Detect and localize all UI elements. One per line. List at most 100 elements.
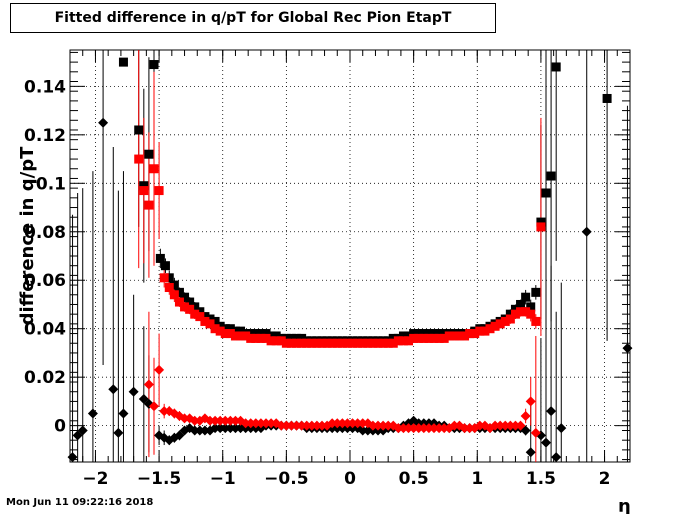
data-point-diamond bbox=[408, 423, 419, 434]
data-point-diamond bbox=[393, 423, 404, 434]
data-point-square bbox=[541, 188, 551, 198]
data-point-square bbox=[353, 338, 363, 348]
data-point-square bbox=[251, 329, 261, 339]
data-point-diamond bbox=[220, 415, 231, 426]
data-point-square bbox=[526, 302, 536, 312]
data-point-square bbox=[225, 324, 235, 334]
data-point-square bbox=[266, 331, 276, 341]
data-point-square bbox=[302, 338, 312, 348]
x-tick-label: 1 bbox=[471, 469, 483, 489]
data-point-square bbox=[144, 200, 154, 210]
y-tick-label: 0.1 bbox=[36, 174, 66, 194]
y-tick-label: 0.04 bbox=[24, 320, 66, 340]
data-point-square bbox=[383, 338, 393, 348]
data-point-diamond bbox=[337, 418, 348, 429]
x-tick-label: −2 bbox=[82, 469, 108, 489]
data-point-diamond bbox=[383, 420, 394, 431]
data-point-diamond bbox=[108, 384, 119, 395]
timestamp: Mon Jun 11 09:22:16 2018 bbox=[6, 497, 154, 508]
data-point-diamond bbox=[332, 418, 343, 429]
data-point-square bbox=[210, 324, 220, 334]
data-point-diamond bbox=[128, 386, 139, 397]
data-point-square bbox=[358, 338, 368, 348]
data-point-square bbox=[190, 302, 200, 312]
data-point-square bbox=[531, 316, 541, 326]
data-point-diamond bbox=[515, 420, 526, 431]
data-point-square bbox=[546, 171, 556, 181]
data-point-square bbox=[348, 338, 358, 348]
data-point-square bbox=[480, 326, 490, 336]
data-point-diamond bbox=[459, 423, 470, 434]
data-point-square bbox=[236, 326, 246, 336]
data-point-square bbox=[230, 326, 240, 336]
data-point-square bbox=[180, 292, 190, 302]
data-point-square bbox=[292, 338, 302, 348]
data-point-square bbox=[261, 333, 271, 343]
data-point-square bbox=[531, 287, 541, 297]
data-point-square bbox=[292, 333, 302, 343]
data-point-square bbox=[460, 331, 470, 341]
data-point-square bbox=[516, 299, 526, 309]
data-point-diamond bbox=[199, 425, 210, 436]
data-point-square bbox=[332, 338, 342, 348]
data-point-square bbox=[424, 329, 434, 339]
data-point-square bbox=[195, 307, 205, 317]
data-point-square bbox=[424, 333, 434, 343]
x-tick-label: 0.5 bbox=[399, 469, 429, 489]
data-point-square bbox=[160, 261, 170, 271]
data-point-square bbox=[505, 314, 515, 324]
y-tick-label: 0 bbox=[54, 417, 66, 437]
data-point-square bbox=[526, 309, 536, 319]
data-point-square bbox=[429, 329, 439, 339]
data-point-diamond bbox=[189, 415, 200, 426]
data-point-square bbox=[215, 321, 225, 331]
data-point-diamond bbox=[261, 418, 271, 429]
data-point-square bbox=[388, 338, 398, 348]
data-point-diamond bbox=[398, 423, 409, 434]
data-point-square bbox=[190, 309, 200, 319]
data-point-diamond bbox=[551, 452, 562, 463]
data-point-square bbox=[485, 324, 495, 334]
data-point-square bbox=[210, 316, 220, 326]
data-point-diamond bbox=[541, 437, 551, 448]
x-tick-label: 0 bbox=[344, 469, 356, 489]
data-point-square bbox=[536, 217, 546, 227]
data-point-diamond bbox=[225, 415, 236, 426]
data-point-diamond bbox=[67, 452, 78, 463]
data-point-square bbox=[205, 314, 215, 324]
data-point-square bbox=[139, 181, 149, 191]
data-point-square bbox=[149, 164, 159, 174]
data-point-square bbox=[286, 333, 296, 343]
data-point-diamond bbox=[118, 408, 129, 419]
data-point-diamond bbox=[546, 406, 557, 417]
data-point-diamond bbox=[505, 420, 516, 431]
data-point-square bbox=[490, 321, 500, 331]
data-point-diamond bbox=[245, 418, 256, 429]
data-point-square bbox=[297, 338, 307, 348]
data-point-square bbox=[185, 297, 195, 307]
data-point-square bbox=[327, 338, 337, 348]
data-point-square bbox=[164, 273, 174, 283]
x-axis-title: η bbox=[618, 496, 631, 514]
data-point-diamond bbox=[429, 423, 439, 434]
data-point-square bbox=[241, 331, 251, 341]
data-point-diamond bbox=[525, 396, 536, 407]
y-tick-label: 0.14 bbox=[24, 77, 66, 97]
data-point-square bbox=[414, 333, 424, 343]
data-point-square bbox=[286, 338, 296, 348]
data-point-square bbox=[144, 149, 154, 159]
data-point-square bbox=[434, 333, 444, 343]
y-tick-label: 0.02 bbox=[24, 368, 66, 388]
data-point-square bbox=[180, 302, 190, 312]
data-point-square bbox=[312, 338, 322, 348]
data-point-diamond bbox=[373, 420, 383, 431]
y-tick-label: 0.12 bbox=[24, 126, 66, 146]
data-point-square bbox=[465, 329, 475, 339]
data-point-square bbox=[510, 309, 520, 319]
data-point-square bbox=[470, 329, 480, 339]
data-point-diamond bbox=[296, 420, 307, 431]
data-point-square bbox=[256, 333, 266, 343]
data-point-diamond bbox=[210, 415, 221, 426]
data-point-square bbox=[516, 307, 526, 317]
